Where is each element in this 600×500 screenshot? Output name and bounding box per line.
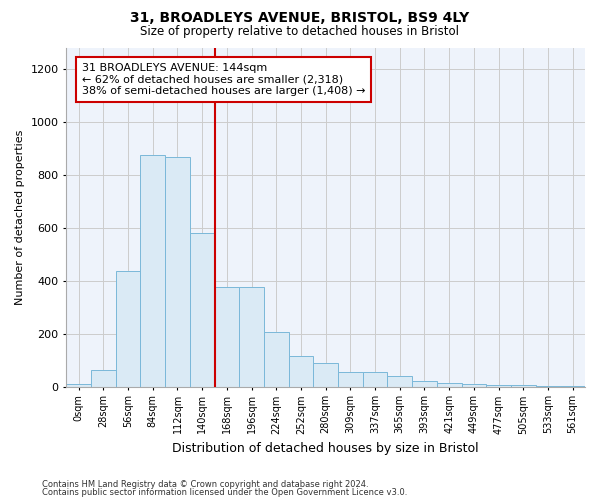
Bar (190, 233, 215, 386)
Text: Size of property relative to detached houses in Bristol: Size of property relative to detached ho… (140, 25, 460, 38)
Text: Contains HM Land Registry data © Crown copyright and database right 2024.: Contains HM Land Registry data © Crown c… (42, 480, 368, 489)
Bar (363, 372, 388, 386)
Bar (461, 384, 486, 386)
Bar (91, 370, 116, 386)
Text: 31 BROADLEYS AVENUE: 144sqm
← 62% of detached houses are smaller (2,318)
38% of : 31 BROADLEYS AVENUE: 144sqm ← 62% of det… (82, 63, 365, 96)
Bar (67, 384, 91, 386)
Text: 31, BROADLEYS AVENUE, BRISTOL, BS9 4LY: 31, BROADLEYS AVENUE, BRISTOL, BS9 4LY (130, 11, 470, 25)
Bar (289, 356, 313, 386)
Bar (437, 382, 461, 386)
Bar (412, 381, 437, 386)
Bar (486, 385, 511, 386)
Bar (264, 332, 289, 386)
Bar (388, 376, 412, 386)
X-axis label: Distribution of detached houses by size in Bristol: Distribution of detached houses by size … (172, 442, 479, 455)
Bar (239, 287, 264, 386)
Text: Contains public sector information licensed under the Open Government Licence v3: Contains public sector information licen… (42, 488, 407, 497)
Bar (511, 385, 536, 386)
Bar (165, 158, 190, 386)
Y-axis label: Number of detached properties: Number of detached properties (15, 130, 25, 304)
Bar (338, 372, 363, 386)
Bar (313, 363, 338, 386)
Bar (215, 287, 239, 386)
Bar (140, 155, 165, 386)
Bar (116, 272, 140, 386)
